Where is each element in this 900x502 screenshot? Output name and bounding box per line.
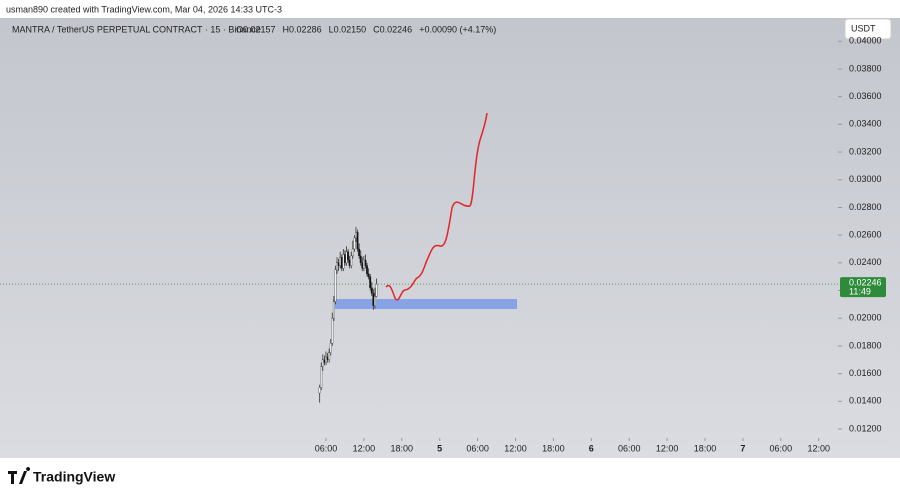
candle-body [339,257,342,266]
candle-body [318,387,321,394]
x-tick-label: 12:00 [504,443,527,453]
chart-background [0,18,900,458]
logo-text: TradingView [33,469,115,485]
x-tick-label: 12:00 [353,443,376,453]
candle-body [332,301,335,319]
ohlc-value: L0.02150 [329,24,367,34]
candle-body [350,255,353,266]
candle-body [342,254,345,269]
countdown-label: 11:49 [849,287,871,297]
candle-body [366,265,368,275]
candle-body [361,262,364,269]
candle-body [329,342,332,353]
x-tick-label: 06:00 [618,443,641,453]
chart-title: MANTRA / TetherUS PERPETUAL CONTRACT · 1… [12,24,261,34]
candle-body [364,259,367,266]
candle-body [370,287,373,294]
y-tick-label: 0.04000 [849,36,882,46]
candle-body [340,257,343,269]
x-tick-label: 5 [437,443,442,453]
y-tick-label: 0.03000 [849,174,882,184]
y-tick-label: 0.03400 [849,119,882,129]
y-tick-label: 0.03200 [849,146,882,156]
x-tick-label: 12:00 [807,443,830,453]
y-tick-label: 0.01800 [849,340,882,350]
candle-body [345,251,348,263]
candle-body [326,356,329,360]
candle-body [375,284,378,297]
ohlc-value: O0.02157 [236,24,276,34]
candle-body [353,237,356,250]
credit: usman890 created with TradingView.com, M… [6,4,282,14]
candle-body [372,293,375,306]
y-tick-label: 0.03800 [849,63,882,73]
currency-button[interactable] [844,18,892,40]
candle-body [321,359,324,367]
logo: TradingView [8,467,115,485]
candle-body [359,255,362,263]
y-tick-label: 0.03600 [849,91,882,101]
candle-body [355,232,357,239]
x-tick-label: 7 [740,443,745,453]
projection-line [385,112,488,301]
ohlc-value: +0.00090 (+4.17%) [419,24,496,34]
y-tick-label: 0.01600 [849,368,882,378]
candle-body [325,356,327,363]
x-tick-label: 18:00 [391,443,414,453]
candle-body [347,251,350,261]
y-tick-label: 0.01400 [849,396,882,406]
y-tick-label: 0.01200 [849,423,882,433]
candle-body [348,259,351,266]
y-tick-label: 0.02800 [849,202,882,212]
candle-body [373,296,376,306]
zone-rectangle [333,299,517,309]
candle-body [369,276,372,288]
candle-body [331,318,334,344]
currency-label: USDT [851,23,876,33]
candle-body [320,366,323,388]
candle-body [328,352,331,360]
candle-body [343,254,346,263]
x-tick-label: 12:00 [656,443,679,453]
y-tick-label: 0.02000 [849,313,882,323]
candle-body [351,248,354,257]
candle-body [358,248,361,257]
candle-body [336,262,338,270]
ohlc-legend: O0.02157 H0.02286 L0.02150 C0.02246 +0.00090… [236,24,496,34]
y-tick-label: 0.02600 [849,230,882,240]
candle-body [367,273,370,277]
x-tick-label: 06:00 [315,443,338,453]
candle-body [356,232,359,250]
x-tick-label: 18:00 [694,443,717,453]
plot-area [318,226,378,403]
y-tick-label: 0.02400 [849,257,882,267]
candle-body [323,359,326,363]
ohlc-value: C0.02246 [373,24,412,34]
last-price-label: 0.02246 [849,278,882,288]
candle-body [362,259,365,269]
candle-body [337,262,340,266]
x-tick-label: 18:00 [542,443,565,453]
x-tick-label: 06:00 [770,443,793,453]
candle-body [334,269,337,302]
x-tick-label: 06:00 [466,443,489,453]
last-price-tag [840,277,886,298]
ohlc-value: H0.02286 [283,24,322,34]
x-tick-label: 6 [589,443,594,453]
